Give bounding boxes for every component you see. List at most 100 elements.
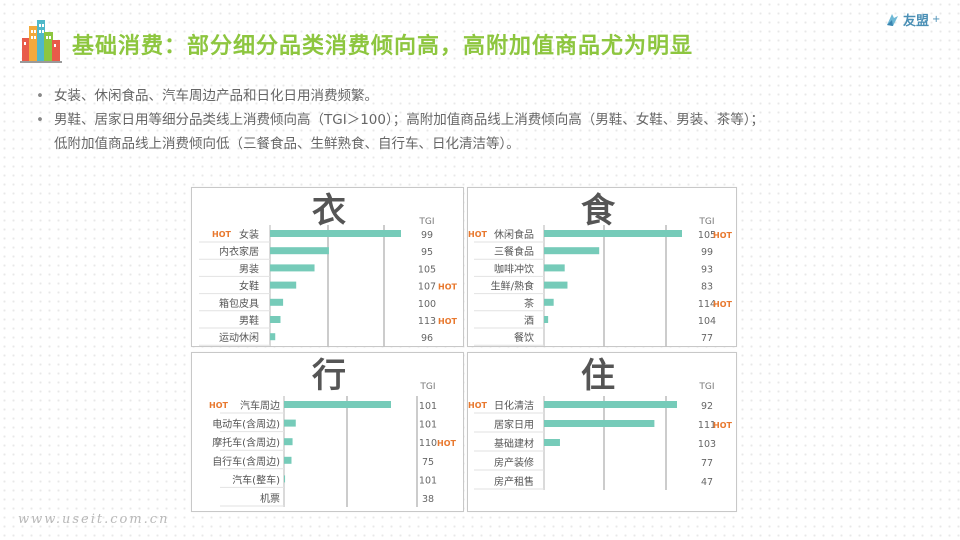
bar bbox=[284, 475, 286, 483]
tgi-value: 93 bbox=[701, 264, 713, 275]
brand-logo: 友盟 + bbox=[884, 10, 940, 29]
chart-panel-food: 食 TGI 休闲食品 105 HOT HOT 三餐食品 99 咖啡冲饮 93 生鲜/熟食 83 茶 114… bbox=[467, 187, 737, 347]
bar bbox=[270, 247, 329, 255]
brand-name: 友盟 bbox=[903, 14, 930, 29]
chart-title: 住 bbox=[581, 356, 615, 396]
tgi-value: 77 bbox=[701, 458, 713, 469]
hot-badge-left: HOT bbox=[468, 230, 487, 239]
tgi-value: 111 bbox=[698, 420, 716, 431]
tgi-value: 77 bbox=[701, 333, 713, 344]
category-label: 女鞋 bbox=[239, 280, 259, 293]
category-label: 汽车周边 bbox=[240, 399, 280, 412]
bar bbox=[270, 264, 315, 272]
tgi-value: 103 bbox=[698, 439, 716, 450]
tgi-value: 101 bbox=[419, 401, 437, 412]
city-buildings-icon bbox=[20, 20, 62, 63]
category-label: 自行车(含周边) bbox=[212, 455, 280, 468]
hot-badge-right: HOT bbox=[437, 439, 456, 448]
category-label: 酒 bbox=[524, 315, 534, 327]
bar bbox=[544, 281, 568, 289]
category-label: 餐饮 bbox=[514, 331, 534, 344]
category-label: 休闲食品 bbox=[494, 228, 534, 241]
tgi-value: 99 bbox=[421, 230, 433, 241]
tgi-value: 95 bbox=[421, 247, 433, 258]
tgi-value: 101 bbox=[419, 420, 437, 431]
brand-plus: + bbox=[932, 14, 941, 25]
category-label: 三餐食品 bbox=[494, 245, 534, 258]
tgi-value: 92 bbox=[701, 401, 713, 412]
chart-title: 衣 bbox=[312, 191, 346, 231]
hot-badge-right: HOT bbox=[713, 231, 732, 240]
tgi-value: 107 bbox=[418, 282, 436, 293]
tgi-value: 105 bbox=[418, 264, 436, 275]
bullet-list: 女装、休闲食品、汽车周边产品和日化日用消费频繁。 男鞋、居家日用等细分品类线上消… bbox=[34, 84, 934, 156]
tgi-value: 99 bbox=[701, 247, 713, 258]
chart-title: 行 bbox=[312, 356, 346, 396]
tgi-value: 47 bbox=[701, 477, 713, 488]
tgi-header: TGI bbox=[698, 382, 714, 392]
bullet-item-1: 女装、休闲食品、汽车周边产品和日化日用消费频繁。 bbox=[34, 84, 934, 108]
bar bbox=[270, 316, 281, 323]
category-label: 茶 bbox=[524, 297, 534, 310]
bar bbox=[544, 298, 554, 306]
page-title: 基础消费：部分细分品类消费倾向高，高附加值商品尤为明显 bbox=[72, 34, 694, 59]
bar bbox=[284, 438, 293, 446]
tgi-value: 100 bbox=[418, 299, 436, 310]
hot-badge-left: HOT bbox=[209, 401, 228, 410]
category-label: 摩托车(含周边) bbox=[212, 436, 280, 449]
category-label: 机票 bbox=[260, 492, 280, 505]
bar bbox=[284, 419, 296, 427]
tgi-value: 105 bbox=[698, 230, 716, 241]
watermark: www.useit.com.cn bbox=[18, 512, 170, 527]
category-label: 箱包皮具 bbox=[219, 297, 259, 310]
chart-title: 食 bbox=[581, 191, 616, 231]
chart-panel-housing: 住 TGI 日化清洁 92 HOT 居家日用 111 HOT 基础建材 103 房产装修 77 房产租售… bbox=[467, 352, 737, 512]
bar bbox=[270, 298, 284, 306]
bar bbox=[270, 281, 297, 289]
hot-badge-right: HOT bbox=[438, 283, 457, 292]
umeng-logo-icon bbox=[887, 13, 898, 26]
category-label: 居家日用 bbox=[494, 418, 534, 431]
category-label: 生鲜/熟食 bbox=[491, 280, 534, 293]
tgi-header: TGI bbox=[698, 217, 714, 227]
bullet-item-2-continued: 低附加值商品线上消费倾向低（三餐食品、生鲜熟食、自行车、日化清洁等）。 bbox=[54, 136, 520, 152]
bar bbox=[544, 439, 560, 446]
chart-panel-transport: 行 TGI 汽车周边 101 HOT 电动车(含周边) 101 摩托车(含周边) 110 HOT 自… bbox=[191, 352, 464, 512]
category-label: 男装 bbox=[239, 262, 259, 275]
bar bbox=[544, 264, 565, 272]
hot-badge-left: HOT bbox=[212, 230, 231, 239]
bar bbox=[544, 420, 655, 427]
tgi-value: 83 bbox=[701, 282, 713, 293]
bar bbox=[270, 333, 276, 341]
bar bbox=[284, 456, 292, 464]
tgi-value: 113 bbox=[418, 316, 436, 327]
tgi-value: 104 bbox=[698, 316, 716, 327]
chart-panel-clothing: 衣 TGI 女装 99 HOT 内衣家居 95 男装 105 女鞋 107 HOT 箱包皮具 100 男鞋 1… bbox=[191, 187, 464, 347]
bar bbox=[544, 247, 600, 255]
hot-badge-right: HOT bbox=[713, 421, 732, 430]
category-label: 日化清洁 bbox=[494, 399, 534, 412]
hot-badge-right: HOT bbox=[713, 300, 732, 309]
bullet-item-2: 男鞋、居家日用等细分品类线上消费倾向高（TGI＞100）；高附加值商品线上消费倾… bbox=[34, 108, 934, 132]
category-label: 汽车(整车) bbox=[232, 473, 280, 486]
hot-badge-right: HOT bbox=[438, 317, 457, 326]
tgi-value: 96 bbox=[421, 333, 433, 344]
category-label: 房产装修 bbox=[494, 456, 534, 469]
tgi-value: 38 bbox=[422, 494, 434, 505]
category-label: 基础建材 bbox=[494, 437, 534, 450]
bar bbox=[284, 401, 391, 408]
tgi-value: 110 bbox=[419, 438, 437, 449]
category-label: 女装 bbox=[239, 228, 259, 241]
bar bbox=[544, 316, 549, 323]
category-label: 男鞋 bbox=[239, 314, 259, 327]
category-label: 运动休闲 bbox=[219, 331, 259, 344]
hot-badge-left: HOT bbox=[468, 401, 487, 410]
category-label: 电动车(含周边) bbox=[212, 418, 280, 431]
tgi-value: 101 bbox=[419, 475, 437, 486]
category-label: 房产租售 bbox=[494, 475, 534, 488]
bar bbox=[544, 230, 682, 237]
